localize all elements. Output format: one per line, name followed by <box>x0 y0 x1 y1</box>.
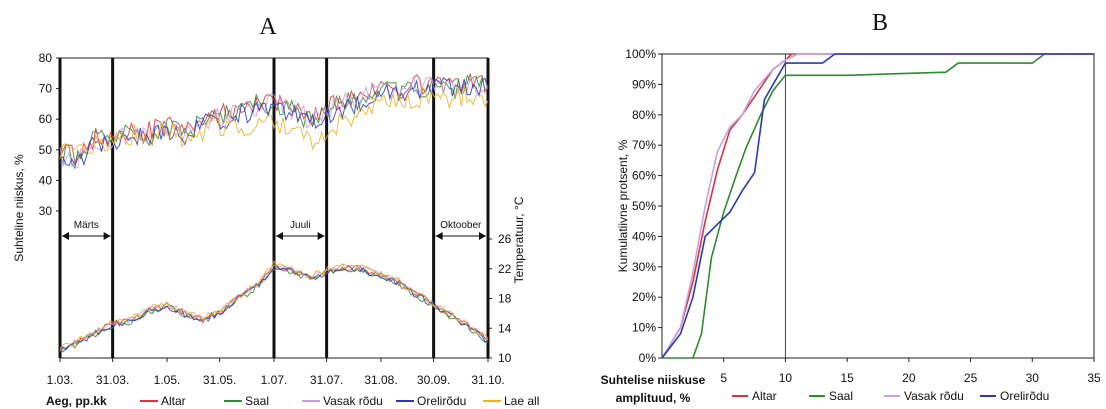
rh-series-line-orel <box>59 77 489 167</box>
y-tick-label: 30% <box>632 260 656 274</box>
x-tick-label: 35 <box>1087 371 1101 385</box>
series-line-orel <box>661 53 1094 359</box>
temp-tick-label: 22 <box>498 262 512 276</box>
x-axis-title-line2: amplituud, % <box>616 391 691 405</box>
temp-tick-label: 18 <box>498 292 512 306</box>
y-tick-label: 100% <box>625 47 656 61</box>
period-label: Juuli <box>290 220 311 231</box>
period-arrowhead-left <box>276 232 283 240</box>
x-tick-label: 31.05. <box>203 373 236 387</box>
y-tick-label: 50% <box>632 199 656 213</box>
series-line-vasak <box>661 53 1094 359</box>
legend-label-lae: Lae all <box>504 394 539 408</box>
x-tick-label: 31.10. <box>471 373 504 387</box>
y-tick-label: 10% <box>632 321 656 335</box>
legend-label-altar: Altar <box>161 394 186 408</box>
legend-label-saal: Saal <box>829 389 853 403</box>
rh-tick-label: 60 <box>39 112 53 126</box>
x-axis-title-line1: Suhtelise niiskuse <box>601 373 706 387</box>
legend-label-orel: Orelirõdu <box>417 394 466 408</box>
period-arrowhead-right <box>479 232 486 240</box>
temp-axis-title: Temperatuur, °C <box>512 196 526 283</box>
period-arrowhead-right <box>103 232 111 240</box>
series-line-saal <box>662 53 1094 359</box>
chart-a-title: A <box>259 14 277 40</box>
x-tick-label: 15 <box>840 371 854 385</box>
period-arrowhead-left <box>435 232 443 240</box>
x-tick-label: 31.03. <box>96 373 129 387</box>
y-tick-label: 90% <box>632 77 656 91</box>
period-label: Märts <box>74 220 99 231</box>
temp-tick-label: 14 <box>498 321 512 335</box>
chart-b-plot-frame <box>661 53 1095 359</box>
chart-a: A 30 40 50 60 70 80 10 14 18 22 26 1.03. 31.03. 1.05. 3… <box>12 14 539 408</box>
rh-axis-title: Suhteline niiskus, % <box>12 154 26 262</box>
period-label: Oktoober <box>440 220 482 231</box>
x-tick-label: 1.05. <box>154 373 181 387</box>
x-tick-label: 30.09. <box>417 373 450 387</box>
rh-series-line-altar <box>59 73 489 164</box>
x-tick-label: 1.03. <box>47 373 74 387</box>
rh-tick-label: 70 <box>39 82 53 96</box>
legend-label-vasak: Vasak rõdu <box>904 389 964 403</box>
legend-label-saal: Saal <box>245 394 269 408</box>
rh-tick-label: 40 <box>39 173 53 187</box>
temp-series-line-saal <box>59 267 489 353</box>
rh-tick-label: 80 <box>39 51 53 65</box>
x-tick-label: 31.08. <box>364 373 397 387</box>
y-axis-title: Kumulatiivne protsent, % <box>616 139 630 272</box>
y-tick-label: 20% <box>632 290 656 304</box>
x-tick-label: 1.07. <box>261 373 288 387</box>
x-tick-label: 30 <box>1026 371 1040 385</box>
y-tick-label: 80% <box>632 108 656 122</box>
temp-tick-label: 26 <box>498 232 512 246</box>
x-tick-label: 25 <box>964 371 978 385</box>
x-tick-label: 20 <box>902 371 916 385</box>
y-tick-label: 70% <box>632 138 656 152</box>
period-arrowhead-right <box>317 232 325 240</box>
series-line-altar <box>661 53 1094 359</box>
rh-series-line-saal <box>59 74 489 170</box>
rh-tick-label: 30 <box>39 204 53 218</box>
rh-tick-label: 50 <box>39 143 53 157</box>
x-tick-label: 10 <box>779 371 793 385</box>
x-tick-label: 31.07. <box>310 373 343 387</box>
temp-series-line-orel <box>59 264 489 353</box>
temp-tick-label: 10 <box>498 351 512 365</box>
y-tick-label: 0% <box>639 351 657 365</box>
chart-b-title: B <box>872 10 888 36</box>
temp-series-line-lae <box>59 260 489 351</box>
legend-label-vasak: Vasak rõdu <box>323 394 383 408</box>
period-arrowhead-left <box>62 232 69 240</box>
legend-label-altar: Altar <box>752 389 777 403</box>
legend-label-orel: Orelirõdu <box>1000 389 1049 403</box>
x-axis-title: Aeg, pp.kk <box>46 394 107 408</box>
rh-series-line-lae <box>59 86 489 160</box>
y-tick-label: 40% <box>632 229 656 243</box>
x-tick-label: 5 <box>720 371 727 385</box>
y-tick-label: 60% <box>632 169 656 183</box>
